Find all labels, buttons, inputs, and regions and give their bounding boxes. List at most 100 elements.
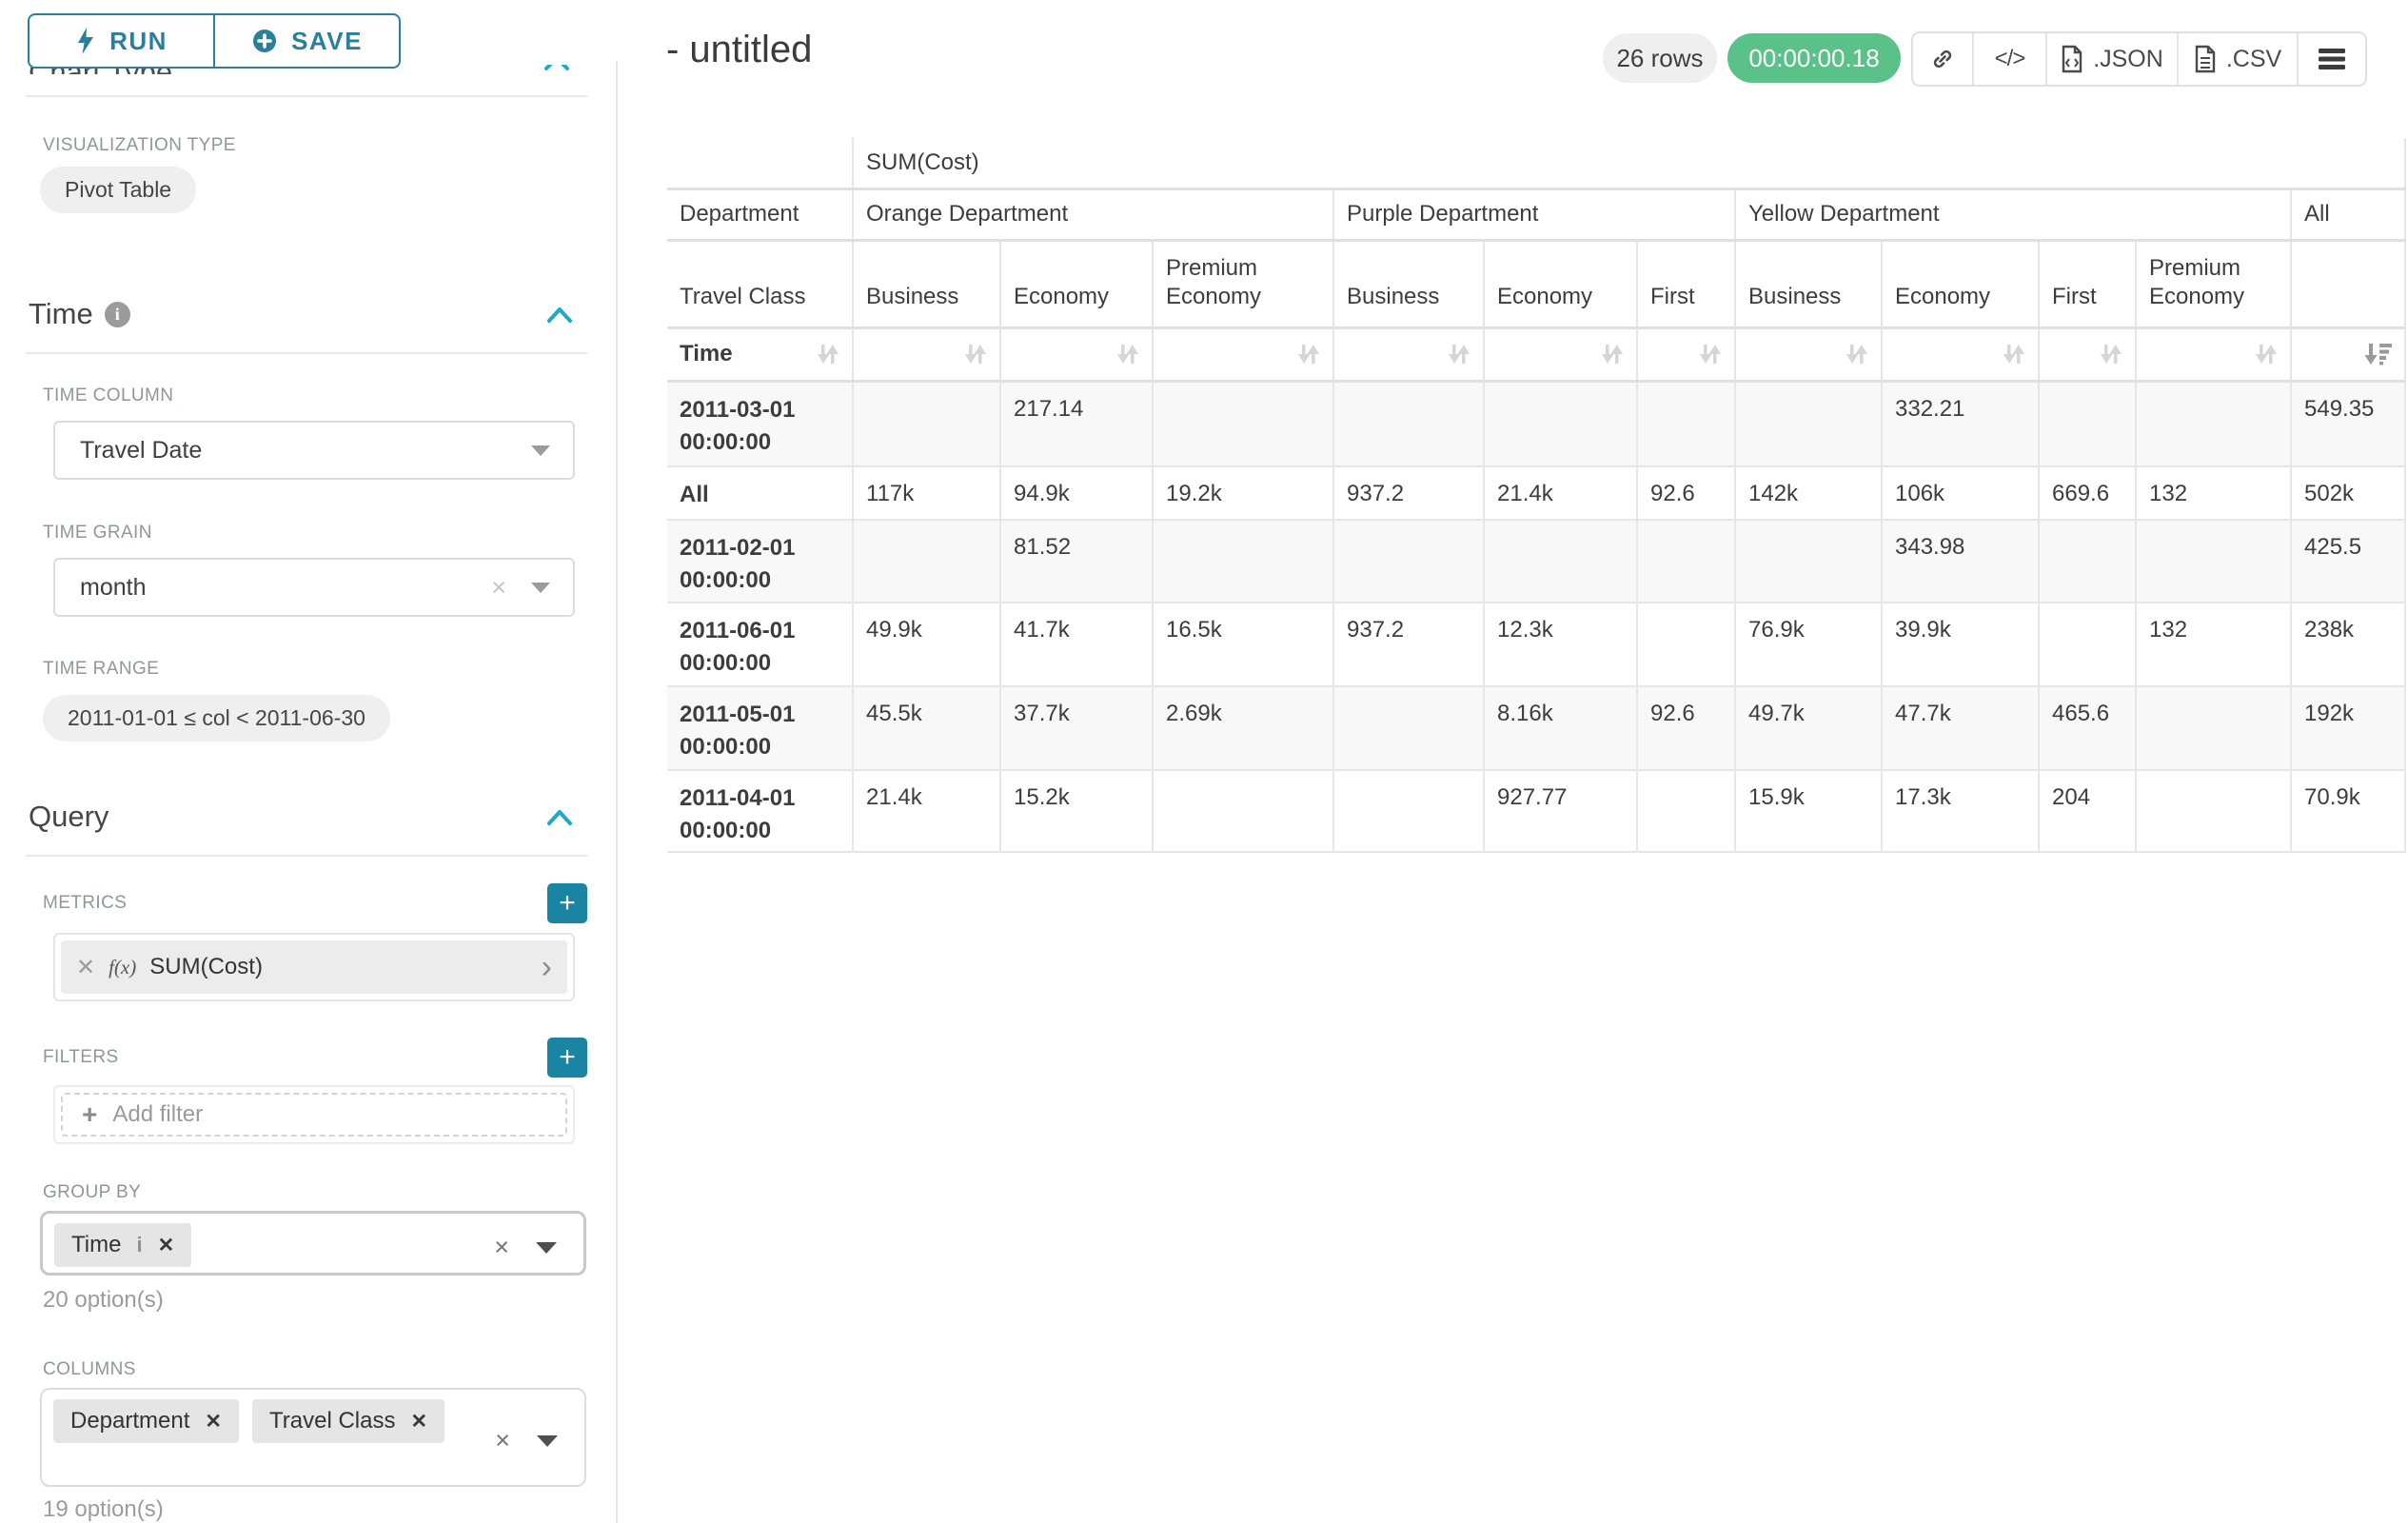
value-cell [1484, 520, 1638, 603]
export-csv-button[interactable]: .CSV [2179, 33, 2299, 85]
value-cell: 45.5k [853, 686, 1001, 771]
hamburger-icon [2318, 48, 2346, 70]
column-sort-button[interactable] [1484, 327, 1638, 383]
file-code-icon [2061, 45, 2083, 73]
columns-select[interactable]: Department ✕ Travel Class ✕ × [40, 1388, 586, 1487]
value-cell: 92.6 [1637, 466, 1736, 521]
value-cell: 425.5 [2291, 520, 2407, 603]
tag-label: Department [70, 1408, 190, 1434]
group-by-label: GROUP BY [43, 1182, 142, 1202]
time-column-label: TIME COLUMN [43, 386, 174, 405]
remove-metric-icon[interactable]: ✕ [76, 954, 96, 980]
value-cell [1484, 381, 1638, 467]
chart-type-collapse-chevron-icon[interactable] [543, 65, 577, 73]
group-by-options-note: 20 option(s) [43, 1287, 164, 1313]
remove-tag-icon[interactable]: ✕ [410, 1410, 428, 1433]
value-cell: 8.16k [1484, 686, 1638, 771]
value-cell: 81.52 [1000, 520, 1154, 603]
copy-link-button[interactable] [1913, 33, 1974, 85]
column-sort-button[interactable] [1153, 327, 1334, 383]
corner-cell [667, 138, 854, 190]
row-header: 2011-03-01 00:00:00 [667, 381, 854, 467]
department-axis-label: Department [667, 188, 854, 242]
chevron-down-icon[interactable] [537, 1434, 558, 1447]
tag-pill[interactable]: Time i ✕ [54, 1223, 192, 1267]
value-cell: 2.69k [1153, 686, 1334, 771]
travel-class-header [2291, 240, 2407, 329]
value-cell: 549.35 [2291, 381, 2407, 467]
column-sort-button[interactable] [2291, 327, 2407, 383]
column-sort-button[interactable] [1882, 327, 2040, 383]
column-info-icon[interactable]: i [136, 1233, 143, 1256]
function-icon: f(x) [109, 955, 137, 979]
table-row: 2011-04-01 00:00:00 21.4k 15.2k 927.77 15.9k 1… [667, 770, 2407, 853]
value-cell: 117k [853, 466, 1001, 521]
view-query-button[interactable]: </> [1974, 33, 2047, 85]
column-sort-button[interactable] [1637, 327, 1736, 383]
travel-class-header: First [2039, 240, 2137, 329]
travel-class-header: Premium Economy [2136, 240, 2292, 329]
department-group-header: Orange Department [853, 188, 1334, 242]
value-cell: 465.6 [2039, 686, 2137, 771]
viz-type-pill[interactable]: Pivot Table [40, 167, 197, 213]
tag-label: Time [71, 1232, 122, 1257]
clear-all-icon[interactable]: × [495, 1426, 510, 1454]
time-collapse-chevron-icon[interactable] [544, 305, 575, 326]
row-header: 2011-05-01 00:00:00 [667, 686, 854, 771]
clear-icon[interactable]: × [491, 572, 506, 602]
column-sort-button[interactable] [2136, 327, 2292, 383]
value-cell: 21.4k [1484, 466, 1638, 521]
query-collapse-chevron-icon[interactable] [544, 807, 575, 828]
column-sort-button[interactable] [853, 327, 1001, 383]
value-cell: 937.2 [1333, 603, 1485, 687]
value-cell: 937.2 [1333, 466, 1485, 521]
chevron-down-icon[interactable] [536, 1241, 557, 1254]
value-cell [1735, 381, 1883, 467]
value-cell: 332.21 [1882, 381, 2040, 467]
save-button[interactable]: SAVE [213, 13, 401, 69]
group-by-select[interactable]: Time i ✕ × [40, 1211, 586, 1276]
column-sort-button[interactable] [1333, 327, 1485, 383]
column-sort-button[interactable] [1735, 327, 1883, 383]
link-icon [1930, 47, 1955, 71]
clear-all-icon[interactable]: × [494, 1233, 509, 1261]
time-range-pill[interactable]: 2011-01-01 ≤ col < 2011-06-30 [43, 695, 390, 742]
value-cell: 192k [2291, 686, 2407, 771]
remove-tag-icon[interactable]: ✕ [157, 1234, 175, 1256]
time-row-axis-sort[interactable]: Time [667, 327, 854, 383]
remove-tag-icon[interactable]: ✕ [205, 1410, 222, 1433]
columns-label: COLUMNS [43, 1359, 136, 1379]
value-cell [2136, 770, 2292, 853]
run-button[interactable]: RUN [28, 13, 215, 69]
value-cell [1637, 603, 1736, 687]
tag-label: Travel Class [269, 1408, 396, 1434]
table-row: 2011-06-01 00:00:00 49.9k 41.7k 16.5k 937.2 12… [667, 603, 2407, 687]
add-filter-plus-button[interactable]: + [547, 1038, 587, 1078]
time-column-select[interactable]: Travel Date [53, 421, 575, 480]
time-grain-label: TIME GRAIN [43, 523, 152, 543]
metric-pill[interactable]: ✕ f(x) SUM(Cost) › [61, 940, 567, 994]
add-filter-button[interactable]: + Add filter [61, 1093, 567, 1137]
value-cell: 49.7k [1735, 686, 1883, 771]
travel-class-header: Economy [1000, 240, 1154, 329]
tag-pill[interactable]: Department ✕ [53, 1399, 239, 1443]
column-sort-button[interactable] [1000, 327, 1154, 383]
query-timer-badge: 00:00:00.18 [1727, 33, 1901, 83]
menu-button[interactable] [2299, 33, 2365, 85]
value-cell: 49.9k [853, 603, 1001, 687]
export-json-button[interactable]: .JSON [2047, 33, 2179, 85]
chevron-down-icon [531, 445, 550, 456]
section-divider [26, 352, 587, 354]
chevron-right-icon[interactable]: › [541, 949, 552, 985]
column-sort-button[interactable] [2039, 327, 2137, 383]
metrics-label: METRICS [43, 893, 128, 913]
department-header-row: Department Orange Department Purple Depar… [667, 188, 2407, 242]
info-icon[interactable]: i [104, 301, 130, 327]
value-cell: 204 [2039, 770, 2137, 853]
tag-pill[interactable]: Travel Class ✕ [252, 1399, 445, 1443]
chart-title: - untitled [666, 29, 813, 70]
time-grain-select[interactable]: month × [53, 558, 575, 617]
travel-class-header-row: Travel Class Business Economy Premium Econ… [667, 240, 2407, 329]
value-cell: 502k [2291, 466, 2407, 521]
add-metric-button[interactable]: + [547, 883, 587, 923]
